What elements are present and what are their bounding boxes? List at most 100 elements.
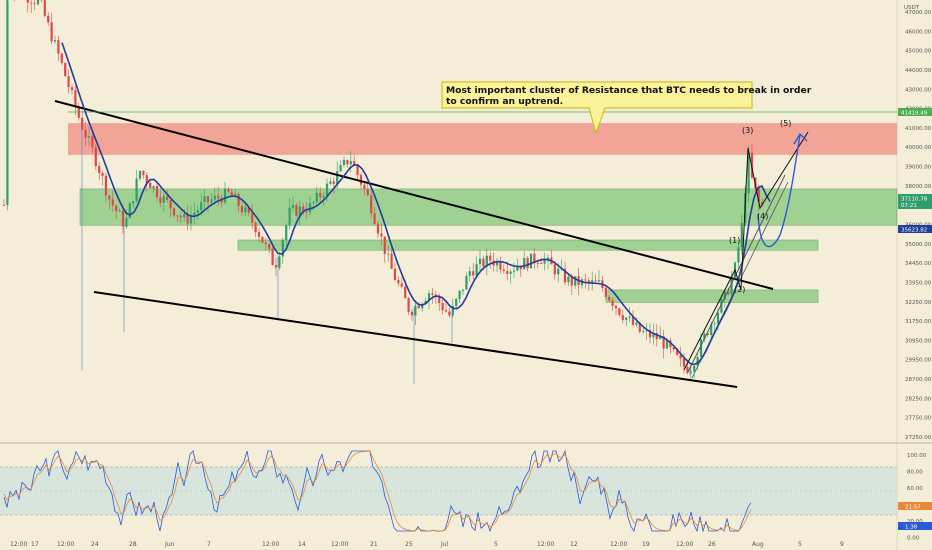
candle (662, 329, 665, 359)
candle (693, 363, 696, 378)
oscillator-d-line (3, 450, 752, 532)
candle (740, 214, 743, 255)
x-tick-label: 17 (31, 541, 39, 548)
candle-body (234, 193, 237, 196)
candle-body (648, 330, 652, 338)
candle-body (98, 165, 101, 174)
candle (380, 223, 383, 246)
candle-body (587, 280, 590, 283)
candle (40, 0, 43, 3)
candle-body (210, 199, 213, 203)
candle (254, 221, 257, 238)
projection-curve (757, 134, 801, 248)
candle-body (390, 253, 393, 269)
candle-body (196, 210, 199, 213)
candle (74, 85, 77, 116)
candle-body (342, 160, 346, 166)
candle-body (281, 239, 284, 257)
candle-body (669, 340, 672, 348)
candle (193, 202, 196, 225)
candle-body (254, 222, 257, 233)
candle (611, 297, 614, 311)
candle (53, 35, 57, 44)
ma-price-tag: 35623.82 (898, 225, 932, 234)
candle-body (631, 316, 635, 325)
y-tick-label: 46000.00 (905, 29, 932, 35)
candle (213, 187, 216, 205)
candle-body (475, 264, 478, 276)
x-tick-label: 12:00 (676, 541, 693, 548)
candle (750, 143, 754, 180)
candle (346, 159, 349, 168)
candle-body (152, 186, 155, 189)
candle (149, 181, 152, 189)
svg-text:21.57: 21.57 (905, 505, 921, 511)
candle-body (251, 212, 254, 223)
candle-body (461, 289, 465, 291)
candle (94, 144, 97, 170)
candle (706, 332, 709, 337)
x-tick-label: 21 (370, 541, 378, 548)
candle (332, 177, 335, 194)
candle (230, 188, 233, 196)
candle-body (2, 204, 6, 206)
candle-body (298, 206, 301, 216)
candle (587, 277, 590, 291)
candle-body (662, 336, 665, 349)
candle-body (424, 300, 427, 304)
candle-body (111, 199, 114, 206)
candle (628, 306, 631, 322)
candle-body (244, 207, 247, 213)
x-tick-label: Aug (752, 541, 764, 548)
candle-body (458, 290, 461, 299)
candle-body (339, 165, 342, 172)
candle (312, 200, 315, 211)
x-tick-label: 5 (798, 541, 802, 548)
x-tick-label: 12:00 (57, 541, 74, 548)
candle-body (696, 357, 699, 366)
candle (234, 188, 237, 196)
candle (128, 201, 131, 219)
candle-body (325, 183, 329, 197)
candle (322, 192, 325, 206)
candle (261, 236, 264, 244)
candle-body (703, 333, 706, 340)
candle (159, 189, 162, 208)
candle-body (128, 203, 131, 218)
y-tick-label: 27750.00 (905, 416, 932, 422)
x-tick-label: 12:00 (331, 541, 348, 548)
candle-body (285, 225, 288, 240)
candle-body (193, 212, 196, 216)
candle (723, 290, 726, 308)
candle-body (26, 0, 29, 3)
candle (189, 206, 193, 231)
candle (397, 276, 400, 287)
candle-body (543, 260, 546, 264)
candle-body (291, 204, 295, 208)
candle-body (485, 255, 488, 267)
candle-body (393, 268, 397, 281)
candle-body (727, 291, 730, 295)
candle-body (81, 117, 84, 130)
candle-body (652, 333, 655, 338)
candle-body (410, 311, 414, 316)
x-tick-label: 9 (840, 541, 844, 548)
candle-body (149, 182, 152, 189)
candle (47, 12, 50, 26)
y-tick-label: 33950.00 (905, 280, 932, 286)
candle (448, 307, 451, 318)
candle (172, 207, 176, 218)
candle (618, 307, 621, 317)
candle-body (434, 294, 437, 296)
candle-body (36, 0, 40, 5)
candle-body (407, 298, 410, 312)
y-tick-label: 32250.00 (905, 300, 932, 306)
candle (349, 151, 352, 173)
candle (77, 102, 80, 121)
candle (720, 297, 723, 315)
candle-body (373, 213, 376, 224)
candle-body (465, 275, 468, 290)
candle-body (336, 171, 339, 184)
candle-body (672, 347, 675, 350)
candle-body (349, 161, 352, 165)
